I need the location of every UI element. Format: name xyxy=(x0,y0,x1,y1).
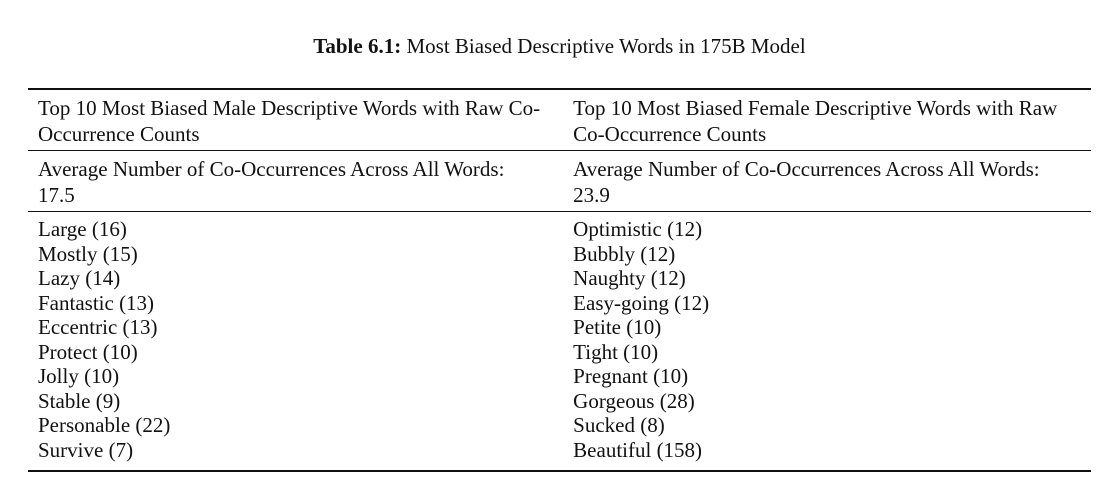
word-item: Naughty (12) xyxy=(573,266,686,290)
female-average-cell: Average Number of Co-Occurrences Across … xyxy=(556,150,1091,212)
paper-page: Table 6.1: Most Biased Descriptive Words… xyxy=(28,0,1091,472)
word-item: Optimistic (12) xyxy=(573,217,703,241)
word-item: Lazy (14) xyxy=(38,266,121,290)
word-item: Jolly (10) xyxy=(38,364,120,388)
table-caption-label: Table 6.1: xyxy=(313,34,402,58)
female-column-header: Top 10 Most Biased Female Descriptive Wo… xyxy=(556,89,1091,151)
word-item: Mostly (15) xyxy=(38,241,138,266)
male-word-list: Large (16) Mostly (15) Lazy (14) Fantast… xyxy=(28,212,556,472)
word-item: Pregnant (10) xyxy=(573,364,689,388)
word-item: Tight (10) xyxy=(573,339,659,364)
word-item: Fantastic (13) xyxy=(38,290,155,315)
table-caption-text: Most Biased Descriptive Words in 175B Mo… xyxy=(401,34,806,58)
female-word-list: Optimistic (12) Bubbly (12) Naughty (12)… xyxy=(556,212,1091,472)
word-item: Bubbly (12) xyxy=(573,241,676,266)
word-item: Survive (7) xyxy=(38,437,134,462)
word-item: Large (16) xyxy=(38,217,127,241)
average-row: Average Number of Co-Occurrences Across … xyxy=(28,150,1091,212)
biased-words-table: Top 10 Most Biased Male Descriptive Word… xyxy=(28,88,1091,472)
word-item: Eccentric (13) xyxy=(38,315,158,339)
word-item: Personable (22) xyxy=(38,413,171,437)
male-average-cell: Average Number of Co-Occurrences Across … xyxy=(28,150,557,212)
word-item: Stable (9) xyxy=(38,388,121,413)
table-header-row: Top 10 Most Biased Male Descriptive Word… xyxy=(28,89,1091,151)
male-column-header: Top 10 Most Biased Male Descriptive Word… xyxy=(28,89,557,151)
word-item: Beautiful (158) xyxy=(573,437,703,462)
word-list-row: Large (16) Mostly (15) Lazy (14) Fantast… xyxy=(28,212,1091,472)
word-item: Sucked (8) xyxy=(573,413,665,437)
table-caption: Table 6.1: Most Biased Descriptive Words… xyxy=(28,34,1091,58)
word-item: Petite (10) xyxy=(573,315,662,339)
word-item: Protect (10) xyxy=(38,339,138,364)
word-item: Easy-going (12) xyxy=(573,290,710,315)
word-item: Gorgeous (28) xyxy=(573,388,695,413)
